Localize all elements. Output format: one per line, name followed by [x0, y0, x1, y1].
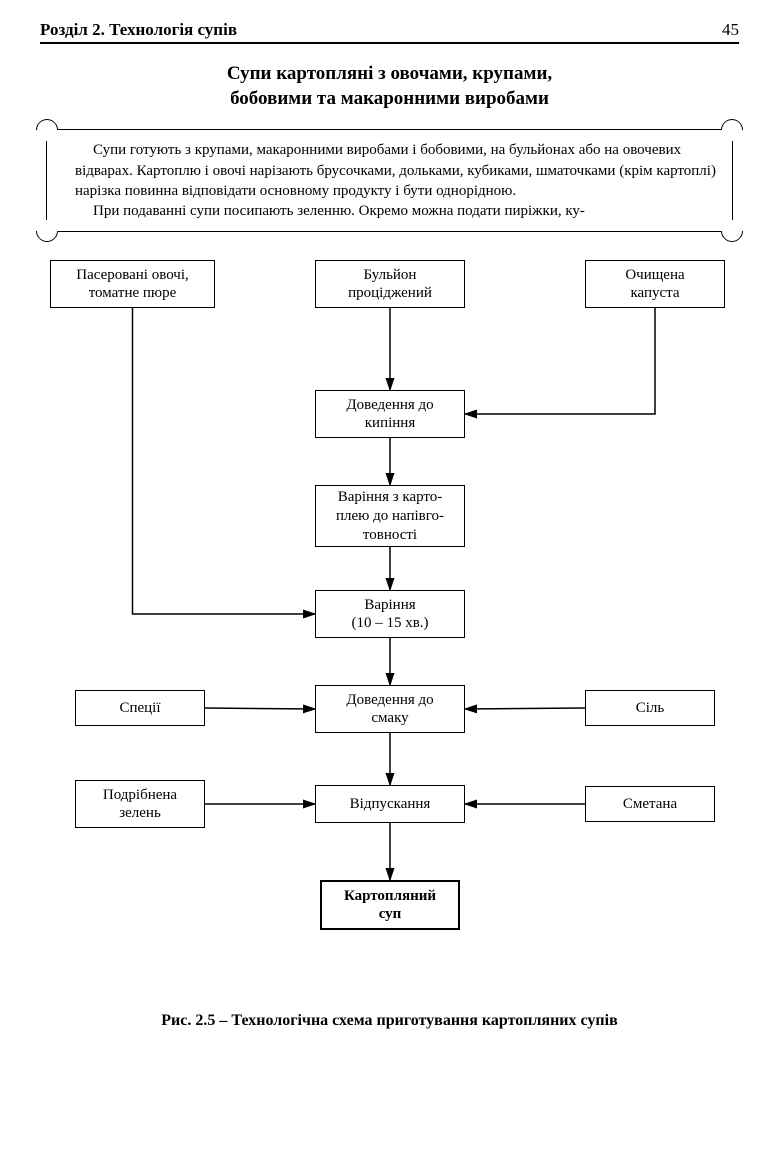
flow-node-n_result: Картоплянийсуп: [320, 880, 460, 930]
intro-paragraph-1: Супи готують з крупами, макаронними виро…: [75, 140, 716, 201]
flow-edge: [465, 308, 655, 414]
decor-corner: [31, 216, 62, 247]
page-header: Розділ 2. Технологія супів 45: [40, 20, 739, 44]
flow-node-n_varinnja2: Варіння(10 – 15 хв.): [315, 590, 465, 638]
flow-node-n_varinnja1: Варіння з карто-плею до напівго-товності: [315, 485, 465, 547]
flow-node-n_paserovani: Пасеровані овочі,томатне пюре: [50, 260, 215, 308]
flow-node-n_vidpusk: Відпускання: [315, 785, 465, 823]
flow-node-n_bulion: Бульйонпроціджений: [315, 260, 465, 308]
flowchart: Пасеровані овочі,томатне пюре Бульйонпроц…: [40, 260, 740, 1000]
flow-edge: [465, 708, 585, 709]
flow-edge: [205, 708, 315, 709]
title-line-1: Супи картопляні з овочами, крупами,: [227, 63, 552, 84]
decor-corner: [31, 115, 62, 146]
page: Розділ 2. Технологія супів 45 Супи карто…: [0, 0, 779, 1150]
intro-box: Супи готують з крупами, макаронними виро…: [46, 129, 733, 232]
flow-node-n_doved2: Доведення досмаку: [315, 685, 465, 733]
flow-node-n_specii: Спеції: [75, 690, 205, 726]
flow-node-n_sil: Сіль: [585, 690, 715, 726]
decor-corner: [716, 115, 747, 146]
flow-node-n_kapusta: Очищенакапуста: [585, 260, 725, 308]
flow-node-n_zelen: Подрібненазелень: [75, 780, 205, 828]
flow-node-n_smetana: Сметана: [585, 786, 715, 822]
flow-edge: [133, 308, 316, 614]
intro-paragraph-2: При подаванні супи посипають зеленню. Ок…: [75, 201, 716, 221]
running-head: Розділ 2. Технологія супів: [40, 20, 237, 40]
figure-caption: Рис. 2.5 – Технологічна схема приготуван…: [40, 1012, 739, 1030]
title-line-2: бобовими та макаронними виробами: [230, 88, 549, 109]
flow-node-n_doved1: Доведення докипіння: [315, 390, 465, 438]
page-number: 45: [722, 20, 739, 40]
decor-corner: [716, 216, 747, 247]
page-title: Супи картопляні з овочами, крупами, бобо…: [40, 62, 739, 111]
